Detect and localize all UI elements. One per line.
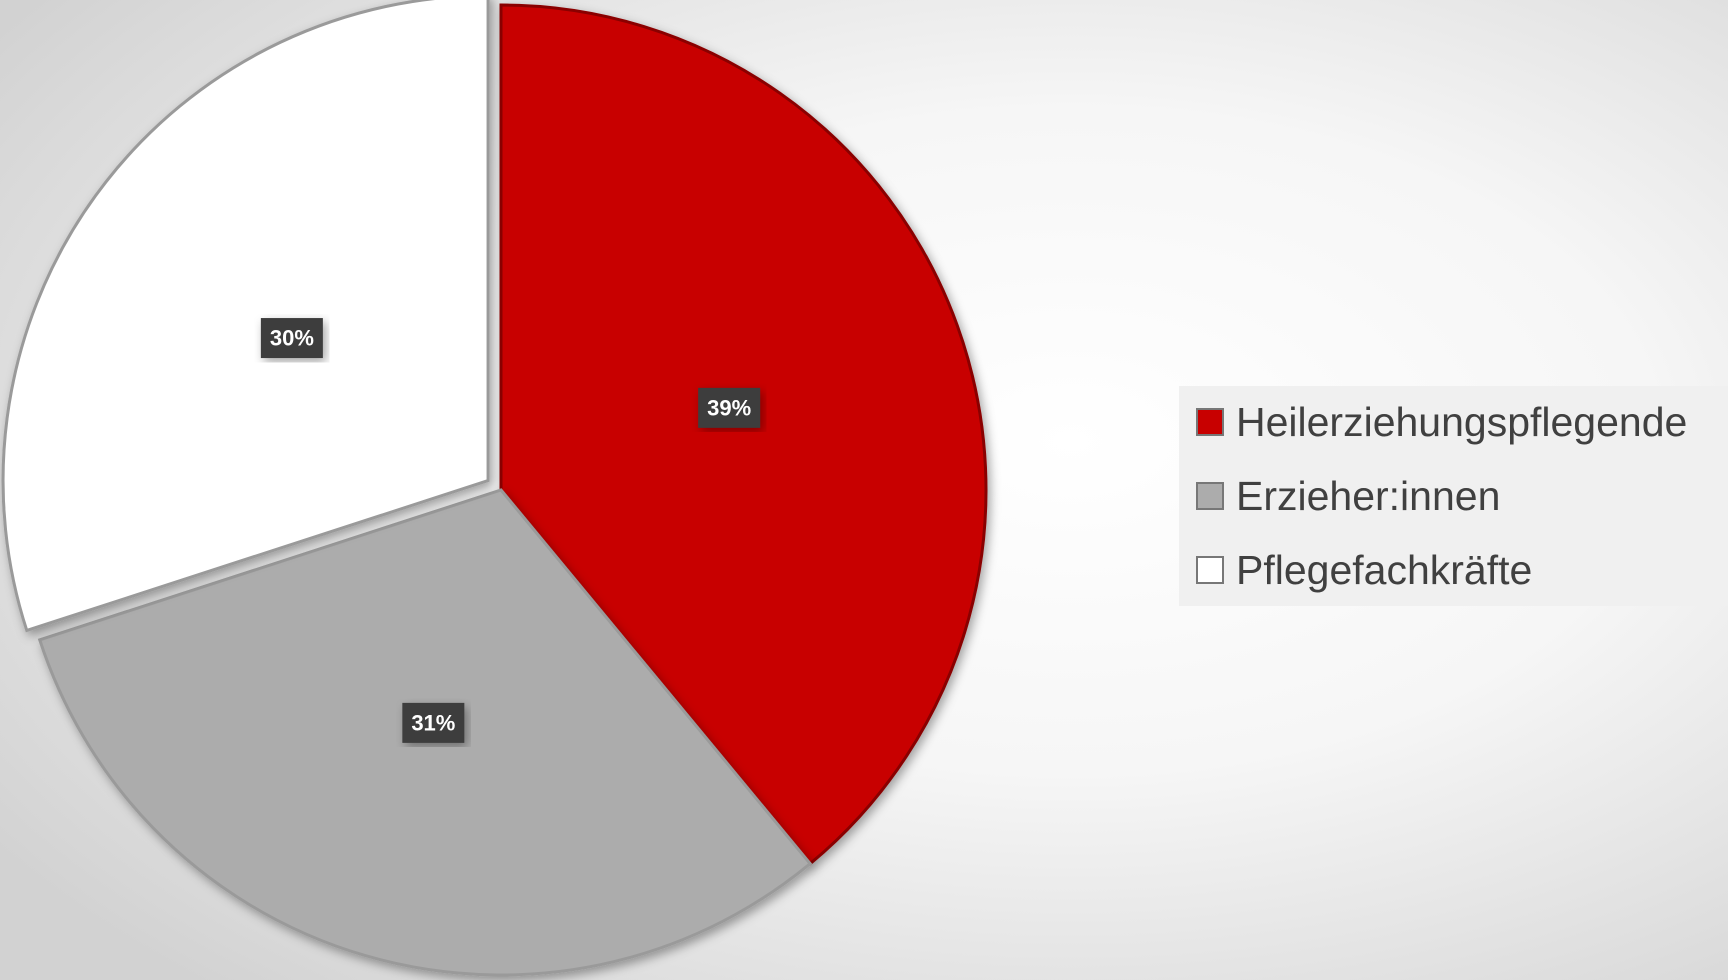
data-label: 31% [411,710,455,735]
data-label-box [260,318,323,359]
legend-label: Erzieher:innen [1236,473,1500,519]
pie-slice [499,3,988,866]
legend-label: Heilerziehungspflegende [1236,399,1687,445]
data-labels: 39% 31% 30% [260,318,761,743]
legend-marker [1196,408,1224,436]
data-label-box [402,702,465,743]
data-label-box [698,387,761,428]
pie-slice [1,0,490,633]
legend-label: Pflegefachkräfte [1236,547,1532,593]
legend: Heilerziehungspflegende Erzieher:innen Pfl… [1196,399,1687,593]
legend-marker [1196,482,1224,510]
legend-marker [1196,556,1224,584]
legend-box [1179,386,1728,606]
data-label: 39% [707,395,751,420]
data-label: 30% [270,326,314,351]
